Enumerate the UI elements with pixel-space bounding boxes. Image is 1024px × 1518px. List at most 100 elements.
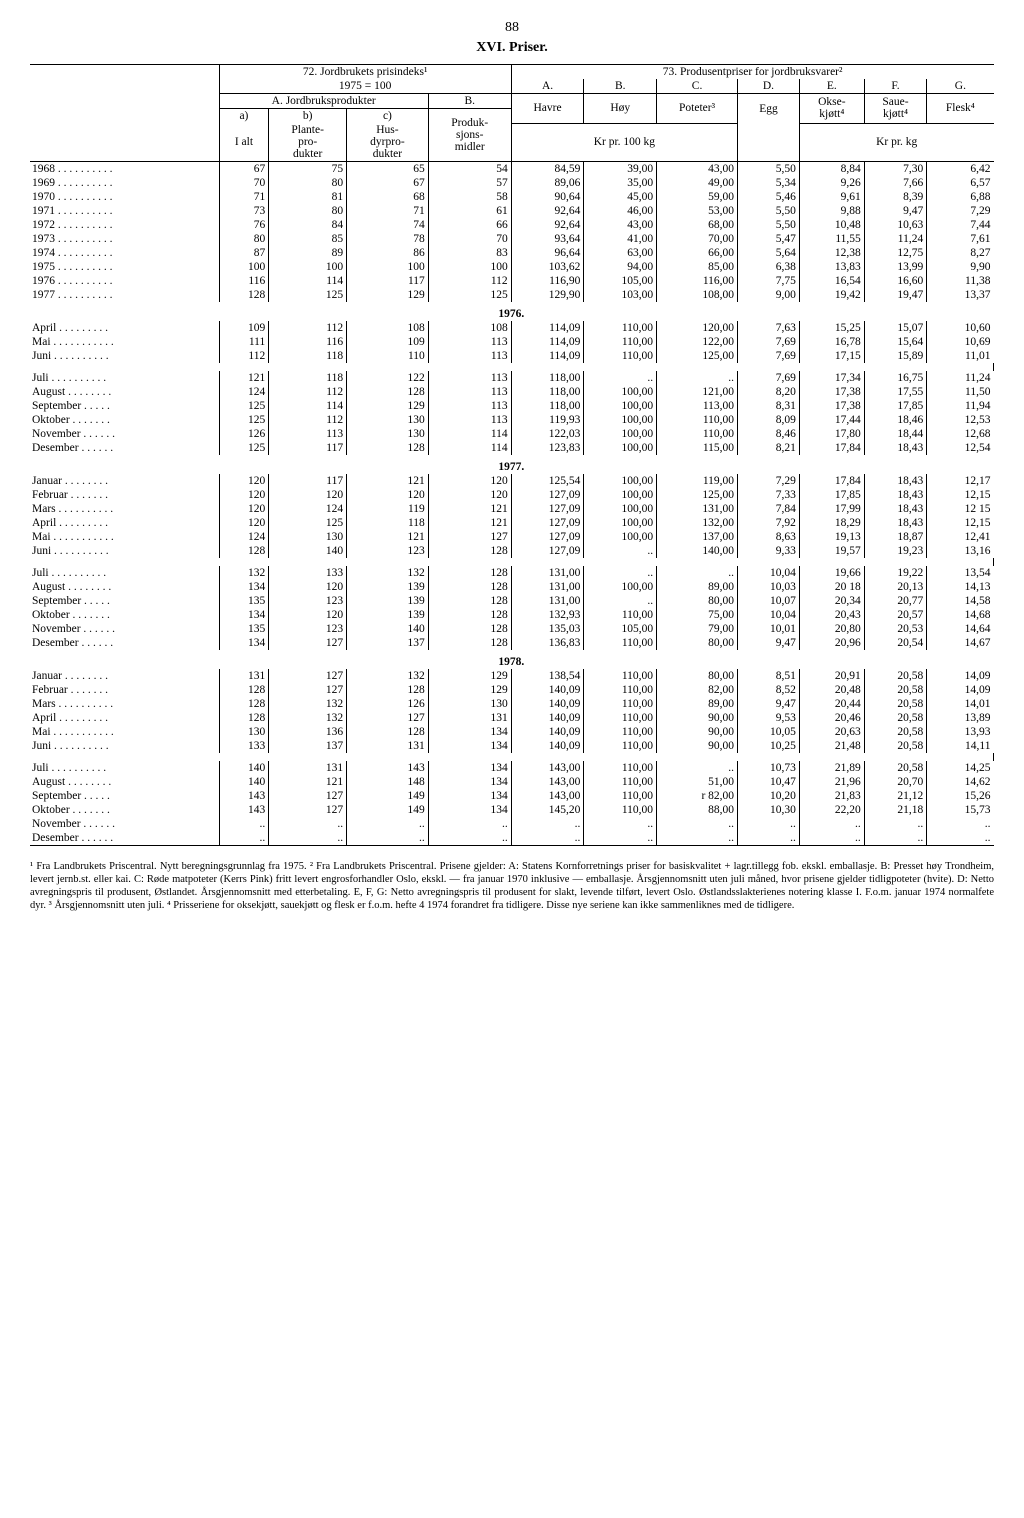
cell: .. — [347, 817, 429, 831]
cell: 45,00 — [584, 190, 657, 204]
cell: 5,50 — [738, 204, 800, 218]
cell: 129,90 — [511, 288, 584, 302]
cell: 13,89 — [927, 711, 994, 725]
cell: 129 — [428, 669, 511, 683]
table-row: August . . . . . . . .124112128113118,00… — [30, 385, 994, 399]
cell: 86 — [347, 246, 429, 260]
cell: 92,64 — [511, 204, 584, 218]
row-label: Desember . . . . . . — [30, 441, 219, 455]
cell: 140,09 — [511, 697, 584, 711]
cell: 110,00 — [584, 739, 657, 753]
cell: 68,00 — [657, 218, 738, 232]
cell: 132 — [347, 566, 429, 580]
cell: 43,00 — [584, 218, 657, 232]
cell: 12,15 — [927, 516, 994, 530]
cell: .. — [657, 831, 738, 846]
cell: 112 — [428, 274, 511, 288]
cell: 20,70 — [864, 775, 926, 789]
cell: 17,55 — [864, 385, 926, 399]
table-row: Juni . . . . . . . . . .128140123128127,… — [30, 544, 994, 558]
cell: 100,00 — [584, 427, 657, 441]
cell: 127,09 — [511, 502, 584, 516]
cell: 67 — [347, 176, 429, 190]
cell: 110,00 — [584, 803, 657, 817]
cell: 131,00 — [657, 502, 738, 516]
cell: 133 — [269, 566, 347, 580]
cell: 7,61 — [927, 232, 994, 246]
cell: 118 — [269, 371, 347, 385]
cell: 121 — [347, 530, 429, 544]
cell: 119,93 — [511, 413, 584, 427]
cell: 128 — [219, 711, 269, 725]
cell: 14,09 — [927, 669, 994, 683]
row-label: Februar . . . . . . . — [30, 488, 219, 502]
cell: 89,00 — [657, 580, 738, 594]
cell: 136 — [269, 725, 347, 739]
cell: 41,00 — [584, 232, 657, 246]
cell: 120,00 — [657, 321, 738, 335]
cell: 113 — [428, 371, 511, 385]
cell: 15,89 — [864, 349, 926, 363]
cell: 10,20 — [738, 789, 800, 803]
cell: 20,46 — [799, 711, 864, 725]
hdr-left-main: 72. Jordbrukets prisindeks¹ — [219, 65, 511, 80]
cell: 140 — [347, 622, 429, 636]
cell: 8,39 — [864, 190, 926, 204]
cell: 128 — [347, 385, 429, 399]
cell: 127,09 — [511, 488, 584, 502]
row-label: 1973 . . . . . . . . . . — [30, 232, 219, 246]
cell: 100,00 — [584, 488, 657, 502]
row-label: 1971 . . . . . . . . . . — [30, 204, 219, 218]
cell: 19,13 — [799, 530, 864, 544]
cell: 12,38 — [799, 246, 864, 260]
row-label: April . . . . . . . . . — [30, 321, 219, 335]
cell: .. — [428, 817, 511, 831]
cell: 112 — [269, 385, 347, 399]
cell: .. — [927, 831, 994, 846]
page-number: 88 — [30, 20, 994, 36]
cell: 143,00 — [511, 789, 584, 803]
cell: 76 — [219, 218, 269, 232]
hdr-jordbruk: A. Jordbruksprodukter — [219, 94, 428, 109]
cell: 117 — [347, 274, 429, 288]
cell: 116 — [269, 335, 347, 349]
cell: 132 — [219, 566, 269, 580]
row-label: Februar . . . . . . . — [30, 683, 219, 697]
cell: 140 — [269, 544, 347, 558]
cell: 20,44 — [799, 697, 864, 711]
table-row: November . . . . . .135123140128135,0310… — [30, 622, 994, 636]
cell: 113 — [428, 385, 511, 399]
cell: .. — [657, 761, 738, 775]
hdr-D: D. — [738, 79, 800, 94]
cell: 20 18 — [799, 580, 864, 594]
row-label: 1977 . . . . . . . . . . — [30, 288, 219, 302]
cell: 125,54 — [511, 474, 584, 488]
table-row: Mars . . . . . . . . . .120124119121127,… — [30, 502, 994, 516]
cell: 18,43 — [864, 488, 926, 502]
cell: 115,00 — [657, 441, 738, 455]
row-label: 1970 . . . . . . . . . . — [30, 190, 219, 204]
table-row: April . . . . . . . . .128132127131140,0… — [30, 711, 994, 725]
cell: 10,01 — [738, 622, 800, 636]
cell: 8,27 — [927, 246, 994, 260]
cell: 12,53 — [927, 413, 994, 427]
cell: 10,48 — [799, 218, 864, 232]
cell: 100 — [428, 260, 511, 274]
table-row: Desember . . . . . .134127137128136,8311… — [30, 636, 994, 650]
cell: 113 — [428, 413, 511, 427]
cell: 140,09 — [511, 683, 584, 697]
cell: 9,90 — [927, 260, 994, 274]
cell: 121 — [269, 775, 347, 789]
cell: 35,00 — [584, 176, 657, 190]
cell: 124 — [219, 530, 269, 544]
cell: 13,54 — [927, 566, 994, 580]
cell: 7,29 — [738, 474, 800, 488]
cell: 19,66 — [799, 566, 864, 580]
cell: 120 — [269, 580, 347, 594]
cell: 9,00 — [738, 288, 800, 302]
cell: 15,26 — [927, 789, 994, 803]
table-row: 1969 . . . . . . . . . .7080675789,0635,… — [30, 176, 994, 190]
cell: 9,26 — [799, 176, 864, 190]
cell: 14,09 — [927, 683, 994, 697]
cell: 58 — [428, 190, 511, 204]
